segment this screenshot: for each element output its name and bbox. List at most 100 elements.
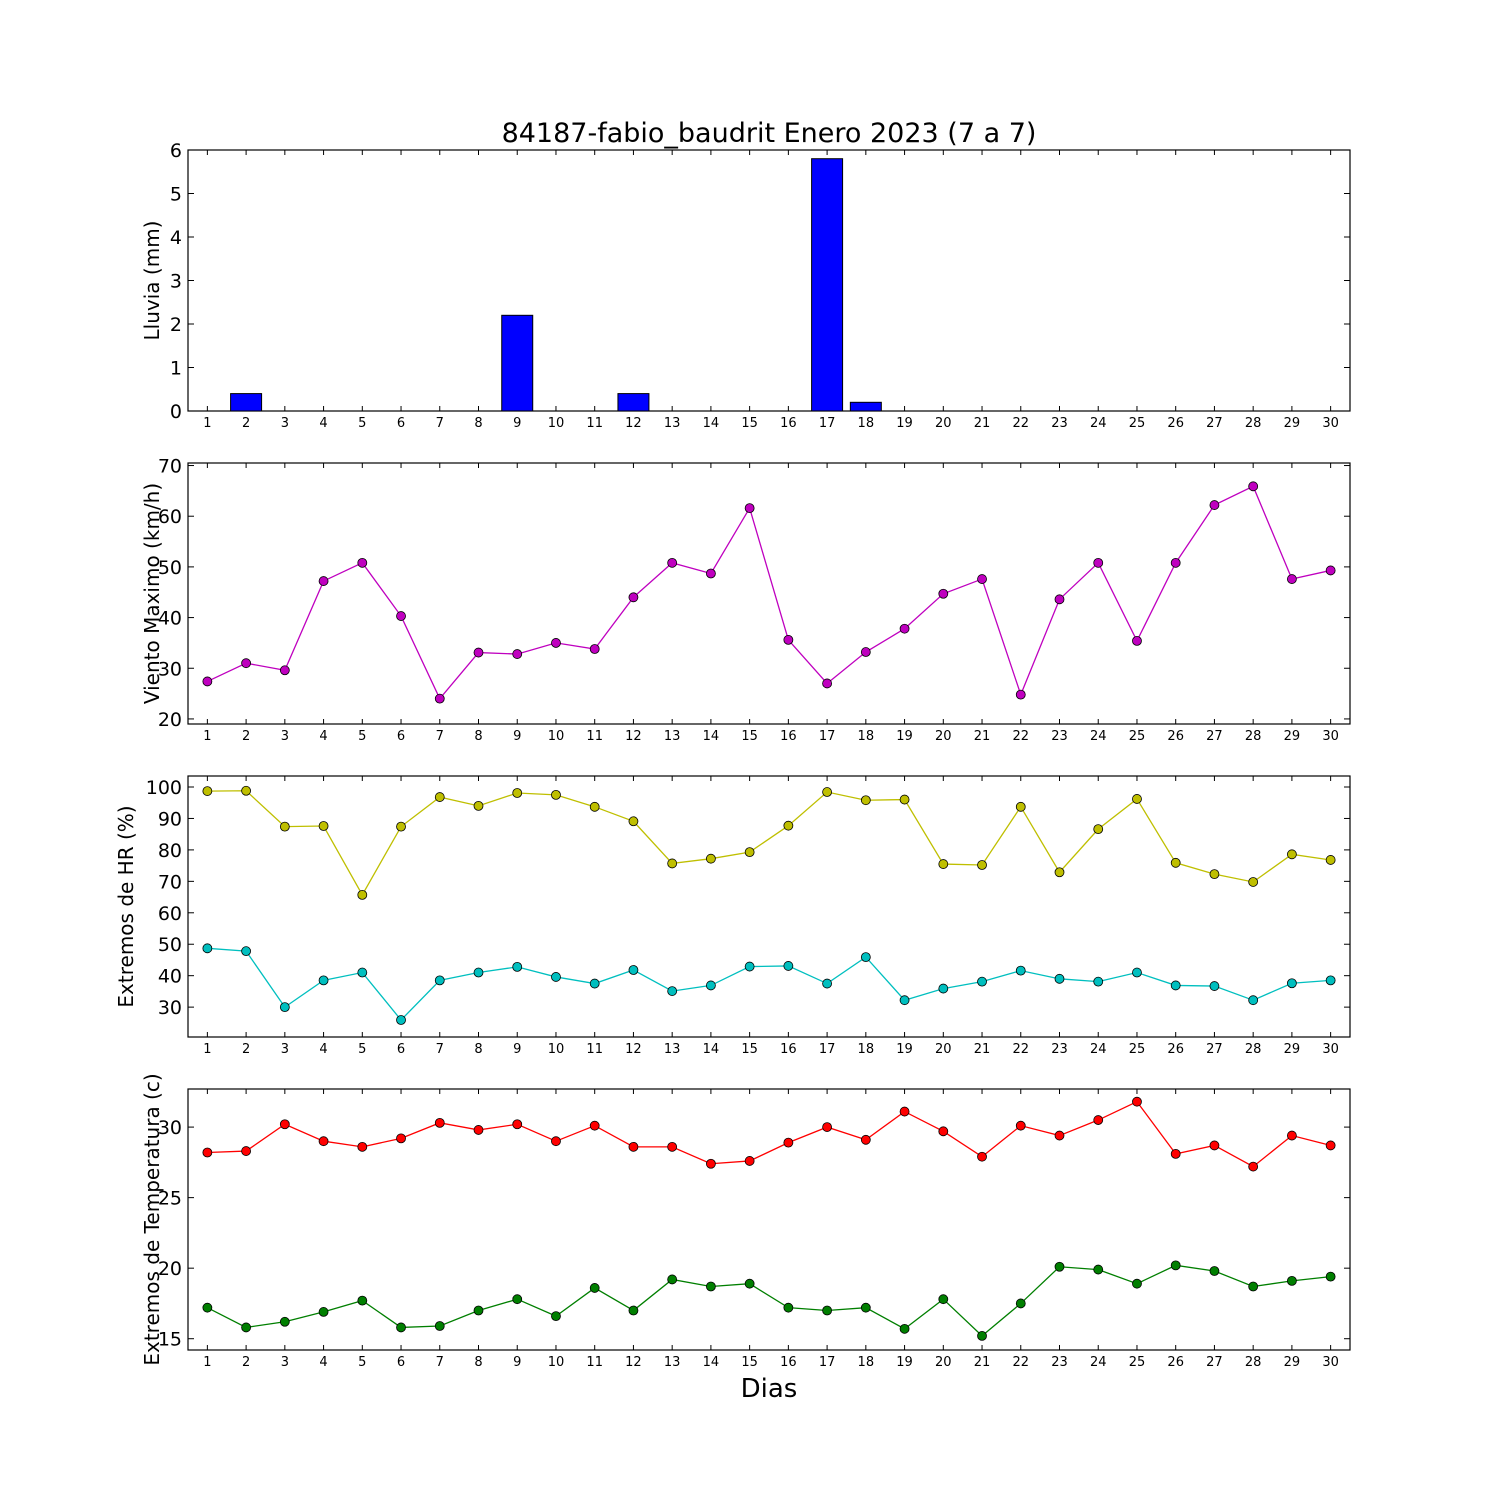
data-point	[1209, 981, 1220, 991]
bar	[617, 393, 650, 412]
data-point	[1170, 1260, 1181, 1271]
y-tick-label: 15	[158, 1329, 182, 1351]
x-tick-label: 30	[1322, 1042, 1339, 1057]
x-axis-label: Dias	[741, 1374, 798, 1404]
x-tick-label: 9	[513, 729, 521, 744]
x-tick-label: 17	[819, 1042, 836, 1057]
data-point	[202, 786, 213, 796]
y-tick-label: 90	[158, 808, 182, 830]
data-point	[589, 644, 600, 654]
x-tick-label: 19	[896, 1355, 913, 1370]
data-point	[1287, 849, 1297, 860]
x-tick-label: 6	[397, 416, 405, 431]
data-point	[706, 568, 716, 579]
data-point	[396, 611, 406, 621]
data-point	[628, 592, 639, 603]
x-tick-label: 11	[586, 1355, 603, 1370]
y-tick-label: 4	[170, 227, 182, 249]
x-tick-label: 15	[741, 729, 758, 744]
data-point	[860, 1302, 871, 1313]
series-line	[207, 790, 1331, 897]
x-tick-label: 17	[819, 729, 836, 744]
x-tick-label: 24	[1090, 729, 1107, 744]
x-tick-label: 27	[1206, 1355, 1223, 1370]
data-point	[473, 647, 484, 658]
data-point	[822, 1122, 832, 1132]
y-tick-label: 80	[158, 840, 182, 862]
data-point	[1287, 978, 1297, 989]
x-tick-label: 21	[974, 729, 991, 744]
x-tick-label: 11	[586, 1042, 603, 1057]
y-tick-label: 60	[158, 506, 182, 528]
data-point	[1325, 1271, 1336, 1282]
data-point	[822, 787, 832, 797]
data-point	[1132, 635, 1142, 646]
y-tick-label: 30	[158, 658, 182, 680]
x-tick-label: 8	[474, 1355, 482, 1370]
y-tick-label: 3	[170, 271, 182, 293]
data-point	[1170, 557, 1181, 568]
y-tick-label: 40	[158, 608, 182, 630]
x-tick-label: 24	[1090, 416, 1107, 431]
data-point	[357, 1141, 368, 1152]
data-point	[473, 800, 484, 811]
y-tick-label: 30	[158, 997, 182, 1019]
data-point	[241, 785, 252, 796]
data-point	[706, 1281, 716, 1292]
data-point	[1325, 1140, 1336, 1151]
series-line	[207, 485, 1331, 700]
data-point	[1287, 574, 1297, 584]
data-point	[512, 649, 523, 659]
data-point	[1054, 594, 1065, 605]
y-tick-label: 5	[170, 184, 182, 206]
x-tick-label: 18	[858, 416, 875, 431]
x-tick-label: 14	[703, 1042, 720, 1057]
axes-frame	[187, 1088, 1351, 1351]
data-point	[783, 820, 794, 831]
data-point	[241, 1322, 252, 1333]
data-point	[1015, 1298, 1026, 1309]
data-point	[1015, 965, 1026, 976]
data-point	[1248, 1281, 1259, 1292]
data-point	[512, 788, 523, 798]
x-tick-label: 2	[242, 1042, 250, 1057]
data-point	[434, 1117, 445, 1128]
data-point	[279, 1002, 290, 1013]
data-point	[279, 1316, 290, 1327]
x-tick-label: 15	[741, 1042, 758, 1057]
data-point	[396, 821, 406, 832]
y-tick-label: 50	[158, 557, 182, 579]
data-point	[396, 1322, 406, 1333]
data-point	[744, 1278, 755, 1289]
x-tick-label: 10	[548, 1042, 565, 1057]
data-point	[318, 1136, 329, 1147]
x-tick-label: 13	[664, 729, 681, 744]
data-point	[938, 983, 949, 994]
data-point	[241, 658, 252, 669]
x-tick-label: 30	[1322, 729, 1339, 744]
data-point	[396, 1133, 406, 1144]
data-point	[1054, 1261, 1065, 1272]
data-point	[202, 676, 213, 687]
x-tick-label: 18	[858, 1355, 875, 1370]
data-point	[589, 978, 600, 989]
x-tick-label: 3	[281, 416, 289, 431]
data-point	[667, 858, 678, 869]
bar	[811, 158, 844, 412]
y-tick-label: 20	[158, 709, 182, 731]
x-tick-label: 1	[203, 1355, 211, 1370]
y-tick-label: 100	[146, 777, 182, 799]
data-point	[1015, 689, 1026, 700]
x-tick-label: 29	[1284, 729, 1301, 744]
x-tick-label: 2	[242, 1355, 250, 1370]
x-tick-label: 9	[513, 416, 521, 431]
x-tick-label: 6	[397, 1355, 405, 1370]
data-point	[1170, 1148, 1181, 1159]
x-tick-label: 18	[858, 729, 875, 744]
data-point	[551, 972, 561, 982]
x-tick-label: 19	[896, 416, 913, 431]
data-point	[1248, 1161, 1259, 1172]
data-point	[589, 801, 600, 812]
y-tick-label: 2	[170, 314, 182, 336]
